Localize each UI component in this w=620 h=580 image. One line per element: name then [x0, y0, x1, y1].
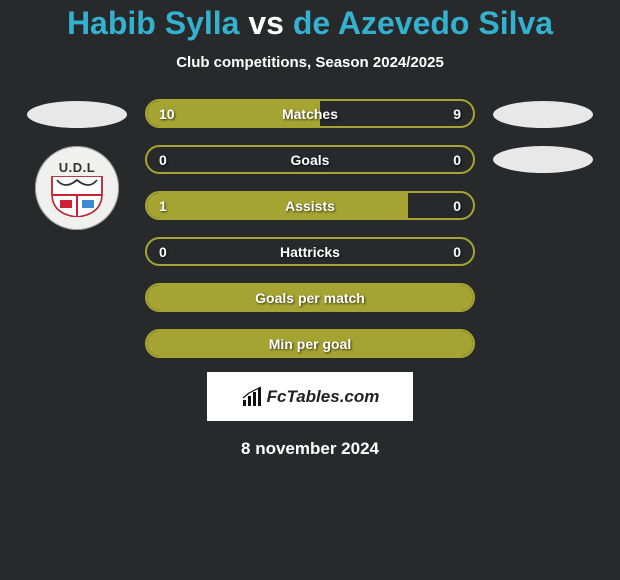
- comparison-card: Habib Sylla vs de Azevedo Silva Club com…: [0, 0, 620, 459]
- stat-value-right: 0: [453, 244, 461, 260]
- stat-label: Assists: [285, 198, 335, 214]
- player2-photo-placeholder: [493, 101, 593, 128]
- stat-value-left: 0: [159, 244, 167, 260]
- stat-label: Matches: [282, 106, 338, 122]
- title-player1: Habib Sylla: [67, 5, 240, 41]
- stat-bar: Matches 10 9: [145, 99, 475, 128]
- stat-value-left: 10: [159, 106, 175, 122]
- stat-value-right: 9: [453, 106, 461, 122]
- title-player2: de Azevedo Silva: [293, 5, 553, 41]
- stat-bar: Assists 1 0: [145, 191, 475, 220]
- stat-label: Min per goal: [269, 336, 351, 352]
- player1-club-badge: U.D.L: [35, 146, 119, 230]
- main-row: U.D.L Matches109Goals00Assists10Hattrick…: [0, 99, 620, 358]
- stat-value-left: 0: [159, 152, 167, 168]
- page-title: Habib Sylla vs de Azevedo Silva: [0, 5, 620, 42]
- stat-bar: Hattricks 0 0: [145, 237, 475, 266]
- stat-value-right: 0: [453, 198, 461, 214]
- chart-icon: [241, 386, 263, 408]
- player2-club-placeholder: [493, 146, 593, 173]
- brand-text: FcTables.com: [267, 387, 380, 407]
- bar-fill: [147, 193, 408, 218]
- stat-label: Goals per match: [255, 290, 365, 306]
- badge-text: U.D.L: [59, 160, 95, 175]
- stat-bar: Goals per match: [145, 283, 475, 312]
- stat-bar: Min per goal: [145, 329, 475, 358]
- stat-label: Hattricks: [280, 244, 340, 260]
- title-vs: vs: [239, 5, 292, 41]
- subtitle: Club competitions, Season 2024/2025: [0, 54, 620, 71]
- stat-label: Goals: [291, 152, 330, 168]
- stat-value-right: 0: [453, 152, 461, 168]
- stats-column: Matches109Goals00Assists10Hattricks00Goa…: [145, 99, 475, 358]
- stat-bar: Goals 0 0: [145, 145, 475, 174]
- shield-icon: [50, 176, 104, 217]
- branding-badge: FcTables.com: [207, 372, 413, 421]
- player1-photo-placeholder: [27, 101, 127, 128]
- date-text: 8 november 2024: [0, 439, 620, 459]
- left-column: U.D.L: [27, 99, 127, 230]
- stat-value-left: 1: [159, 198, 167, 214]
- right-column: [493, 99, 593, 173]
